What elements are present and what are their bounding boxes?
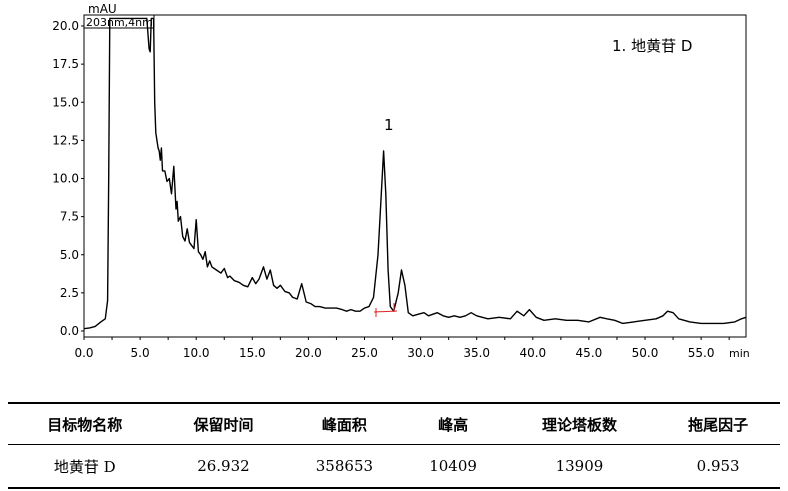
y-tick-label: 12.5 bbox=[52, 133, 79, 147]
x-tick-label: 50.0 bbox=[632, 346, 659, 360]
axis-ticks bbox=[81, 25, 730, 340]
y-tick-label: 0.0 bbox=[60, 324, 79, 338]
x-tick-label: 10.0 bbox=[183, 346, 210, 360]
x-tick-label: 55.0 bbox=[688, 346, 715, 360]
plot-frame bbox=[83, 14, 747, 338]
x-tick-label: 20.0 bbox=[295, 346, 322, 360]
header-cell: 拖尾因子 bbox=[656, 402, 780, 445]
table-cell: 0.953 bbox=[656, 444, 780, 489]
header-cell: 保留时间 bbox=[161, 402, 286, 445]
y-tick-label: 15.0 bbox=[52, 95, 79, 109]
peak-label: 1 bbox=[384, 116, 394, 134]
x-tick-label: 45.0 bbox=[576, 346, 603, 360]
y-axis-title: mAU bbox=[88, 2, 117, 16]
table-row: 地黄苷 D 26.932 358653 10409 13909 0.953 bbox=[8, 444, 780, 489]
x-tick-label: 25.0 bbox=[351, 346, 378, 360]
chromatogram-chart: 0.0 2.5 5.0 7.5 10.0 12.5 15.0 17.5 20.0 0.0 5.0 1… bbox=[52, 2, 750, 360]
x-tick-label: 35.0 bbox=[463, 346, 490, 360]
header-cell: 峰高 bbox=[403, 402, 503, 445]
header-cell: 峰面积 bbox=[285, 402, 404, 445]
x-axis-title: min bbox=[729, 347, 750, 360]
series-label: 203nm,4nm bbox=[86, 16, 153, 29]
x-tick-label: 5.0 bbox=[131, 346, 150, 360]
legend-text: 1. 地黄苷 D bbox=[612, 37, 692, 55]
x-tick-label: 15.0 bbox=[239, 346, 266, 360]
y-tick-label: 10.0 bbox=[52, 172, 79, 186]
y-axis-labels: 0.0 2.5 5.0 7.5 10.0 12.5 15.0 17.5 20.0 bbox=[52, 19, 79, 338]
header-cell: 目标物名称 bbox=[8, 402, 162, 445]
header-cell: 理论塔板数 bbox=[502, 402, 657, 445]
table-cell: 10409 bbox=[403, 444, 503, 489]
y-tick-label: 5.0 bbox=[60, 248, 79, 262]
x-tick-label: 40.0 bbox=[519, 346, 546, 360]
table-cell: 13909 bbox=[502, 444, 657, 489]
y-tick-label: 7.5 bbox=[60, 210, 79, 224]
table-header-row: 目标物名称 保留时间 峰面积 峰高 理论塔板数 拖尾因子 bbox=[8, 402, 780, 445]
y-tick-label: 17.5 bbox=[52, 57, 79, 71]
x-axis-labels: 0.0 5.0 10.0 15.0 20.0 25.0 30.0 35.0 40.0 45.0 50… bbox=[74, 346, 714, 360]
table-cell: 26.932 bbox=[161, 444, 286, 489]
y-tick-label: 20.0 bbox=[52, 19, 79, 33]
integration-marker bbox=[373, 303, 398, 317]
chromatogram-trace bbox=[83, 17, 747, 330]
table-cell: 地黄苷 D bbox=[8, 444, 162, 489]
x-tick-label: 30.0 bbox=[407, 346, 434, 360]
x-tick-label: 0.0 bbox=[74, 346, 93, 360]
y-tick-label: 2.5 bbox=[60, 286, 79, 300]
table-cell: 358653 bbox=[285, 444, 404, 489]
results-table: 目标物名称 保留时间 峰面积 峰高 理论塔板数 拖尾因子 地黄苷 D 26.93… bbox=[8, 402, 780, 489]
